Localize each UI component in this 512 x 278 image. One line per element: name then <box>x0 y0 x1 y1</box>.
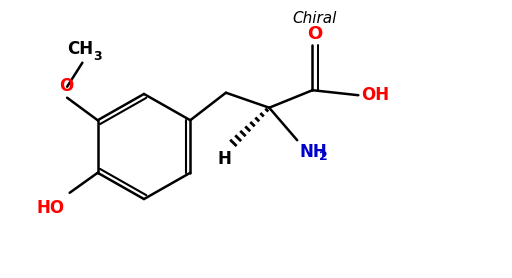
Text: O: O <box>59 77 73 95</box>
Text: 2: 2 <box>318 150 327 163</box>
Text: 3: 3 <box>94 50 102 63</box>
Text: HO: HO <box>36 199 65 217</box>
Text: NH: NH <box>300 143 328 161</box>
Text: O: O <box>307 25 323 43</box>
Text: OH: OH <box>361 86 389 104</box>
Text: H: H <box>218 150 232 168</box>
Text: CH: CH <box>67 40 93 58</box>
Text: Chiral: Chiral <box>293 11 337 26</box>
